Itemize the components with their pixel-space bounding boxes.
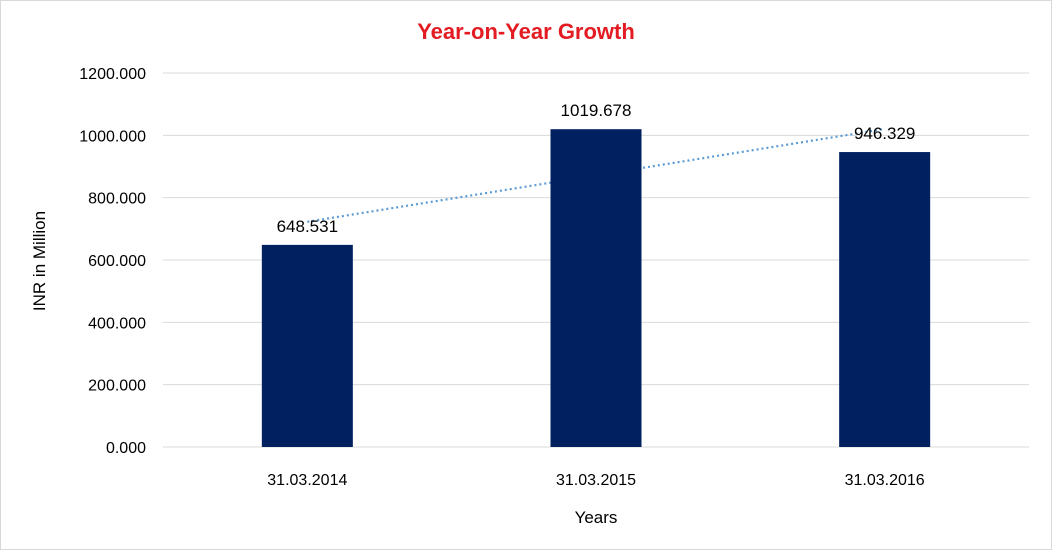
x-tick-label: 31.03.2014	[267, 472, 347, 489]
bar	[839, 152, 931, 447]
y-axis-tick-labels: 0.000 200.000 400.000 600.000 800.000 1000.00…	[79, 66, 146, 457]
bars	[261, 129, 931, 447]
data-label: 1019.678	[561, 101, 632, 120]
bar	[550, 129, 642, 447]
y-tick-label: 400.000	[88, 315, 146, 332]
data-label: 648.531	[277, 217, 338, 236]
bar	[261, 244, 353, 447]
chart-title: Year-on-Year Growth	[417, 19, 635, 44]
y-tick-label: 800.000	[88, 191, 146, 208]
data-labels: 648.531 1019.678 946.329	[277, 101, 916, 236]
x-axis-tick-labels: 31.03.2014 31.03.2015 31.03.2016	[267, 472, 925, 489]
x-axis-title: Years	[575, 508, 618, 527]
y-tick-label: 600.000	[88, 253, 146, 270]
y-tick-label: 0.000	[106, 440, 146, 457]
y-tick-label: 1200.000	[79, 66, 146, 83]
data-label: 946.329	[854, 124, 915, 143]
y-tick-label: 1000.000	[79, 128, 146, 145]
x-tick-label: 31.03.2015	[556, 472, 636, 489]
y-axis-title: INR in Million	[30, 211, 49, 311]
x-tick-label: 31.03.2016	[845, 472, 925, 489]
y-tick-label: 200.000	[88, 378, 146, 395]
